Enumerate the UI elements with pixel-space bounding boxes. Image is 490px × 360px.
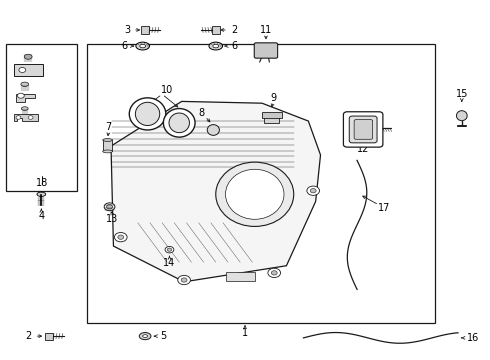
Ellipse shape <box>209 42 222 50</box>
FancyBboxPatch shape <box>349 116 377 143</box>
Ellipse shape <box>107 204 113 209</box>
Ellipse shape <box>103 139 113 141</box>
Ellipse shape <box>207 125 220 135</box>
Bar <box>6 44 77 191</box>
Text: 17: 17 <box>378 203 390 213</box>
Circle shape <box>115 233 127 242</box>
Ellipse shape <box>167 248 171 251</box>
Ellipse shape <box>216 162 294 226</box>
Circle shape <box>307 186 319 195</box>
Polygon shape <box>111 102 320 282</box>
Text: 2: 2 <box>25 331 31 341</box>
Text: 6: 6 <box>122 41 128 51</box>
Text: 1: 1 <box>242 328 248 338</box>
Circle shape <box>271 271 277 275</box>
Ellipse shape <box>169 113 190 133</box>
Ellipse shape <box>135 102 160 126</box>
Text: 8: 8 <box>198 108 204 118</box>
Text: 16: 16 <box>467 333 479 343</box>
Bar <box>103 140 113 152</box>
Circle shape <box>16 116 21 119</box>
Text: 11: 11 <box>260 25 272 35</box>
Bar <box>141 26 149 33</box>
Text: 3: 3 <box>124 25 130 35</box>
Circle shape <box>310 189 316 193</box>
Text: 15: 15 <box>456 89 468 99</box>
Ellipse shape <box>37 192 46 197</box>
Text: 7: 7 <box>105 122 112 132</box>
Circle shape <box>18 93 24 98</box>
Circle shape <box>118 235 123 239</box>
Bar <box>45 333 53 340</box>
Ellipse shape <box>213 44 219 48</box>
Polygon shape <box>14 114 38 121</box>
Ellipse shape <box>165 247 174 253</box>
Text: 13: 13 <box>106 214 119 224</box>
Ellipse shape <box>140 44 146 48</box>
Polygon shape <box>16 94 35 102</box>
Text: 6: 6 <box>231 41 237 51</box>
Circle shape <box>181 278 187 282</box>
Ellipse shape <box>129 98 166 130</box>
Ellipse shape <box>136 42 149 50</box>
FancyBboxPatch shape <box>254 43 278 58</box>
Ellipse shape <box>225 169 284 219</box>
FancyBboxPatch shape <box>354 120 373 139</box>
Circle shape <box>28 116 33 119</box>
Text: 14: 14 <box>163 258 175 268</box>
Bar <box>225 272 255 281</box>
Text: 12: 12 <box>357 144 369 154</box>
FancyBboxPatch shape <box>343 112 383 147</box>
Text: 2: 2 <box>231 25 238 35</box>
Text: 9: 9 <box>270 93 276 103</box>
Text: 4: 4 <box>38 211 45 221</box>
Text: 18: 18 <box>36 178 48 188</box>
Text: 10: 10 <box>161 85 173 95</box>
Text: 5: 5 <box>160 331 166 341</box>
Ellipse shape <box>21 82 29 86</box>
Ellipse shape <box>163 109 195 137</box>
Ellipse shape <box>457 111 467 121</box>
Circle shape <box>19 67 26 72</box>
Bar <box>262 112 282 118</box>
Ellipse shape <box>143 335 147 338</box>
Circle shape <box>268 268 281 278</box>
Ellipse shape <box>24 54 32 59</box>
Ellipse shape <box>22 107 28 111</box>
Bar <box>265 115 279 123</box>
Circle shape <box>178 275 191 285</box>
Ellipse shape <box>139 333 151 340</box>
Bar <box>212 26 220 33</box>
FancyBboxPatch shape <box>14 64 43 76</box>
Bar <box>87 44 435 323</box>
Ellipse shape <box>103 150 113 153</box>
Ellipse shape <box>104 203 115 211</box>
